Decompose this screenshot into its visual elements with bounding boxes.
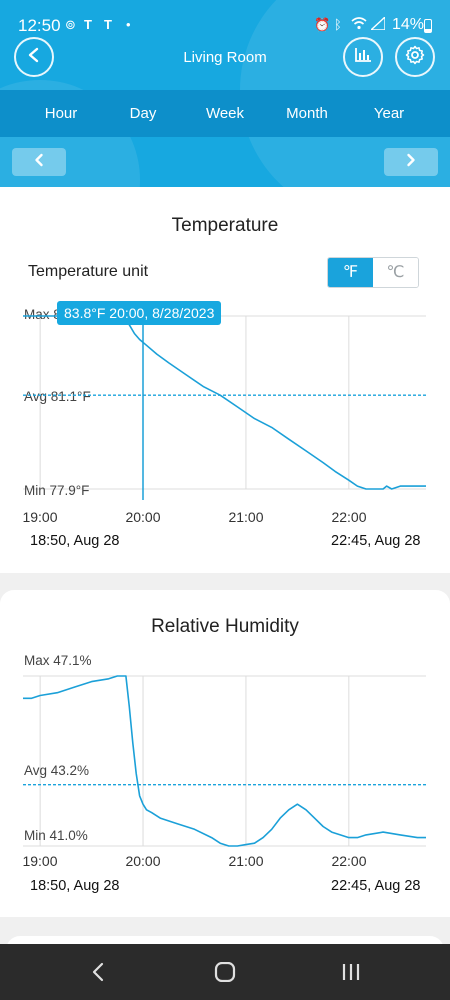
system-home-icon[interactable] bbox=[214, 961, 236, 987]
header: 12:50 ⊚ T T • ⏰ ᛒ 14% Living Room bbox=[0, 0, 450, 187]
tab-month[interactable]: Month bbox=[286, 105, 328, 122]
dot-icon: • bbox=[126, 17, 131, 32]
gear-icon bbox=[405, 45, 425, 70]
system-recents-icon[interactable] bbox=[341, 962, 361, 987]
unit-fahrenheit-button[interactable]: ℉ bbox=[328, 258, 373, 287]
unit-celsius-button[interactable]: ℃ bbox=[373, 258, 418, 287]
temperature-x-tick: 19:00 bbox=[22, 509, 57, 525]
signal-icon bbox=[369, 15, 386, 33]
humidity-x-tick: 21:00 bbox=[228, 853, 263, 869]
chevron-right-icon bbox=[406, 153, 416, 172]
humidity-x-tick: 20:00 bbox=[125, 853, 160, 869]
temperature-tooltip: 83.8°F 20:00, 8/28/2023 bbox=[57, 301, 222, 325]
humidity-x-tick: 19:00 bbox=[22, 853, 57, 869]
previous-period-button[interactable] bbox=[12, 148, 66, 176]
alarm-icon: ⏰ bbox=[314, 17, 331, 32]
chart-button[interactable] bbox=[343, 37, 383, 77]
bluetooth-icon: ᛒ bbox=[334, 17, 342, 32]
system-navigation-bar bbox=[0, 944, 450, 1000]
humidity-range-start: 18:50, Aug 28 bbox=[30, 878, 120, 894]
temperature-card: Temperature Temperature unit ℉ ℃ Max 83.… bbox=[0, 187, 450, 573]
tesla-icon: T bbox=[104, 17, 112, 32]
settings-button[interactable] bbox=[395, 37, 435, 77]
battery-percent: 14% bbox=[392, 16, 425, 33]
chevron-left-icon bbox=[34, 153, 44, 172]
tab-year[interactable]: Year bbox=[373, 105, 405, 122]
temperature-avg-label: Avg 81.1°F bbox=[24, 389, 91, 404]
humidity-x-tick: 22:00 bbox=[331, 853, 366, 869]
temperature-x-tick: 22:00 bbox=[331, 509, 366, 525]
temperature-unit-toggle: ℉ ℃ bbox=[327, 257, 419, 288]
chevron-left-icon bbox=[27, 47, 41, 68]
status-bar: 12:50 ⊚ T T • ⏰ ᛒ 14% bbox=[0, 0, 450, 50]
tesla-icon: T bbox=[84, 17, 92, 32]
humidity-series-line bbox=[23, 675, 426, 847]
sync-icon: ⊚ bbox=[65, 17, 76, 32]
temperature-range-end: 22:45, Aug 28 bbox=[331, 533, 421, 549]
temperature-x-tick: 20:00 bbox=[125, 509, 160, 525]
bar-chart-icon bbox=[354, 47, 372, 68]
humidity-range-end: 22:45, Aug 28 bbox=[331, 878, 421, 894]
humidity-chart[interactable]: Max 47.1% Avg 43.2% Min 41.0% 19:00 20:0… bbox=[0, 645, 450, 875]
humidity-title: Relative Humidity bbox=[151, 616, 299, 637]
back-button[interactable] bbox=[14, 37, 54, 77]
humidity-avg-label: Avg 43.2% bbox=[24, 763, 89, 778]
wifi-icon bbox=[351, 17, 367, 33]
humidity-max-label: Max 47.1% bbox=[24, 653, 92, 668]
temperature-title: Temperature bbox=[171, 215, 279, 236]
battery-icon bbox=[424, 19, 432, 33]
page-title: Living Room bbox=[183, 49, 267, 66]
period-tab-bar: Hour Day Week Month Year bbox=[0, 90, 450, 137]
temperature-range-start: 18:50, Aug 28 bbox=[30, 533, 120, 549]
system-back-icon[interactable] bbox=[91, 962, 105, 987]
status-time: 12:50 bbox=[18, 16, 61, 35]
humidity-card: Relative Humidity Max 47.1% Avg 43.2% Mi… bbox=[0, 590, 450, 917]
humidity-min-label: Min 41.0% bbox=[24, 828, 88, 843]
temperature-x-tick: 21:00 bbox=[228, 509, 263, 525]
temperature-unit-label: Temperature unit bbox=[28, 263, 149, 280]
tab-week[interactable]: Week bbox=[205, 105, 245, 122]
tab-day[interactable]: Day bbox=[129, 105, 157, 122]
temperature-min-label: Min 77.9°F bbox=[24, 483, 89, 498]
tab-hour[interactable]: Hour bbox=[44, 105, 78, 122]
next-period-button[interactable] bbox=[384, 148, 438, 176]
